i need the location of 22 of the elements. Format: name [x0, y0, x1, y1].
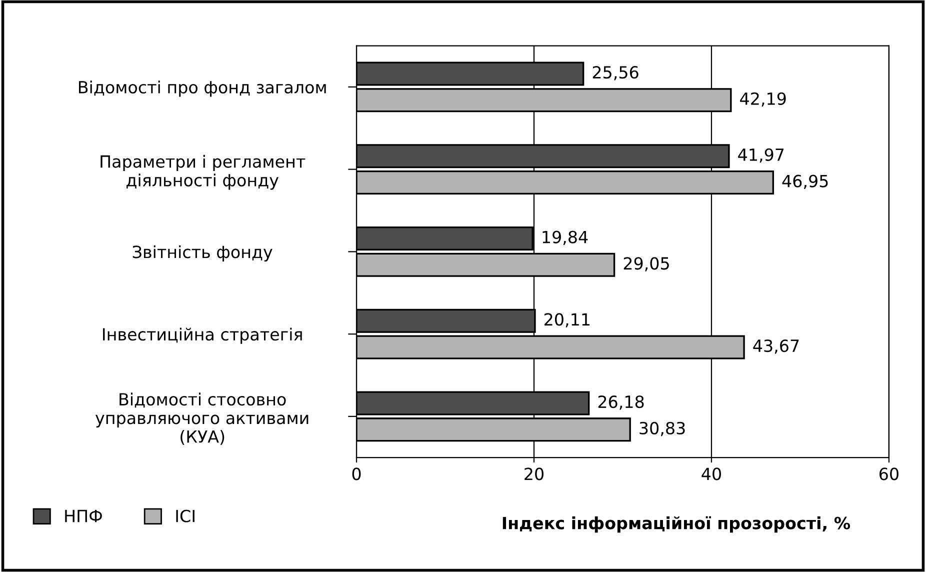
data-label: 19,84: [542, 230, 588, 246]
y-tick-label: Параметри і регламент діяльності фонду: [100, 154, 306, 190]
data-label: 25,56: [592, 66, 638, 80]
x-tick-label: 0: [352, 468, 361, 480]
data-label: 29,05: [624, 257, 669, 272]
legend-label: НПФ: [65, 510, 102, 522]
y-tick-label: Відомості стосовно управляючого активами (КУА): [96, 392, 308, 445]
x-tick-label: 60: [880, 468, 898, 480]
data-label: 30,83: [640, 422, 685, 436]
data-label: 42,19: [740, 92, 786, 107]
y-tick-label: Інвестиційна стратегія: [103, 328, 302, 344]
legend-label: ІСІ: [176, 510, 194, 522]
data-label: 26,18: [598, 395, 644, 410]
x-tick-label: 20: [524, 468, 544, 480]
y-tick-label: Звітність фонду: [132, 245, 272, 262]
x-tick-label: 40: [702, 468, 721, 480]
x-axis-title: Індекс інформаційної прозорості, %: [502, 516, 850, 533]
y-tick-label: Відомості про фонд загалом: [78, 80, 326, 97]
data-label: 41,97: [738, 148, 784, 163]
data-label: 20,11: [544, 313, 590, 328]
data-label: 46,95: [782, 174, 828, 190]
data-label: 43,67: [753, 339, 799, 354]
